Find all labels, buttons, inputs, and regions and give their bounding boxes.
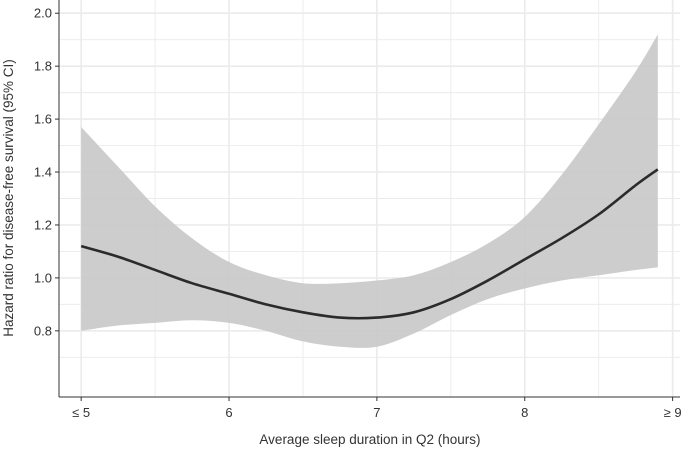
x-tick-label: 7 (373, 405, 380, 420)
x-tick-label: ≥ 9 (664, 405, 682, 420)
y-tick-label: 1.4 (34, 165, 52, 180)
x-tick-label: 8 (521, 405, 528, 420)
x-axis-title: Average sleep duration in Q2 (hours) (259, 432, 480, 447)
hazard-ratio-line (80, 168, 659, 320)
tick-labels: ≤ 5 6 7 8 ≥ 9 0.8 1.0 1.2 1.4 1.6 1.8 2.0 (34, 6, 682, 420)
y-tick-label: 1.0 (34, 270, 52, 285)
y-tick-label: 1.8 (34, 59, 52, 74)
y-tick-label: 1.6 (34, 112, 52, 127)
y-tick-label: 2.0 (34, 6, 52, 21)
y-axis-title: Hazard ratio for disease-free survival (… (1, 59, 16, 337)
y-tick-label: 0.8 (34, 323, 52, 338)
confidence-interval-band (81, 34, 658, 348)
x-tick-label: ≤ 5 (72, 405, 90, 420)
x-tick-label: 6 (225, 405, 232, 420)
y-tick-label: 1.2 (34, 217, 52, 232)
